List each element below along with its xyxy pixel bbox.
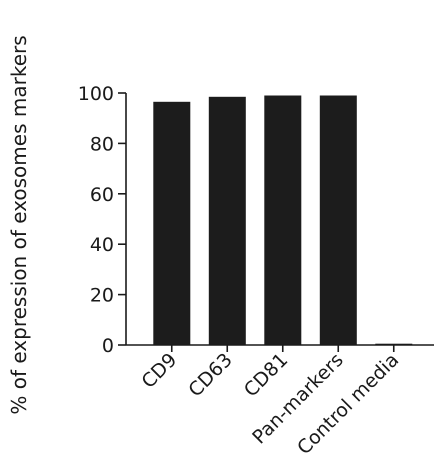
- y-tick-label: 60: [90, 184, 114, 206]
- y-tick-label: 40: [90, 234, 114, 256]
- bars-group: [153, 95, 413, 345]
- x-category-label: CD81: [240, 349, 292, 401]
- x-category-label: CD9: [137, 349, 181, 393]
- y-axis-label: % of expression of exosomes markers: [7, 35, 31, 414]
- y-tick-label: 80: [90, 133, 114, 155]
- bar-cd81: [264, 95, 302, 345]
- y-tick-label: 100: [78, 83, 114, 105]
- bar-cd63: [208, 96, 246, 345]
- x-category-label: Control media: [293, 349, 403, 459]
- y-tick-label: 20: [90, 285, 114, 307]
- bar-pan-markers: [319, 95, 357, 345]
- bar-cd9: [153, 101, 191, 345]
- x-category-label: CD63: [184, 349, 236, 401]
- y-axis: 0 20 40 60 80 100: [78, 83, 127, 357]
- y-tick-label: 0: [102, 335, 114, 357]
